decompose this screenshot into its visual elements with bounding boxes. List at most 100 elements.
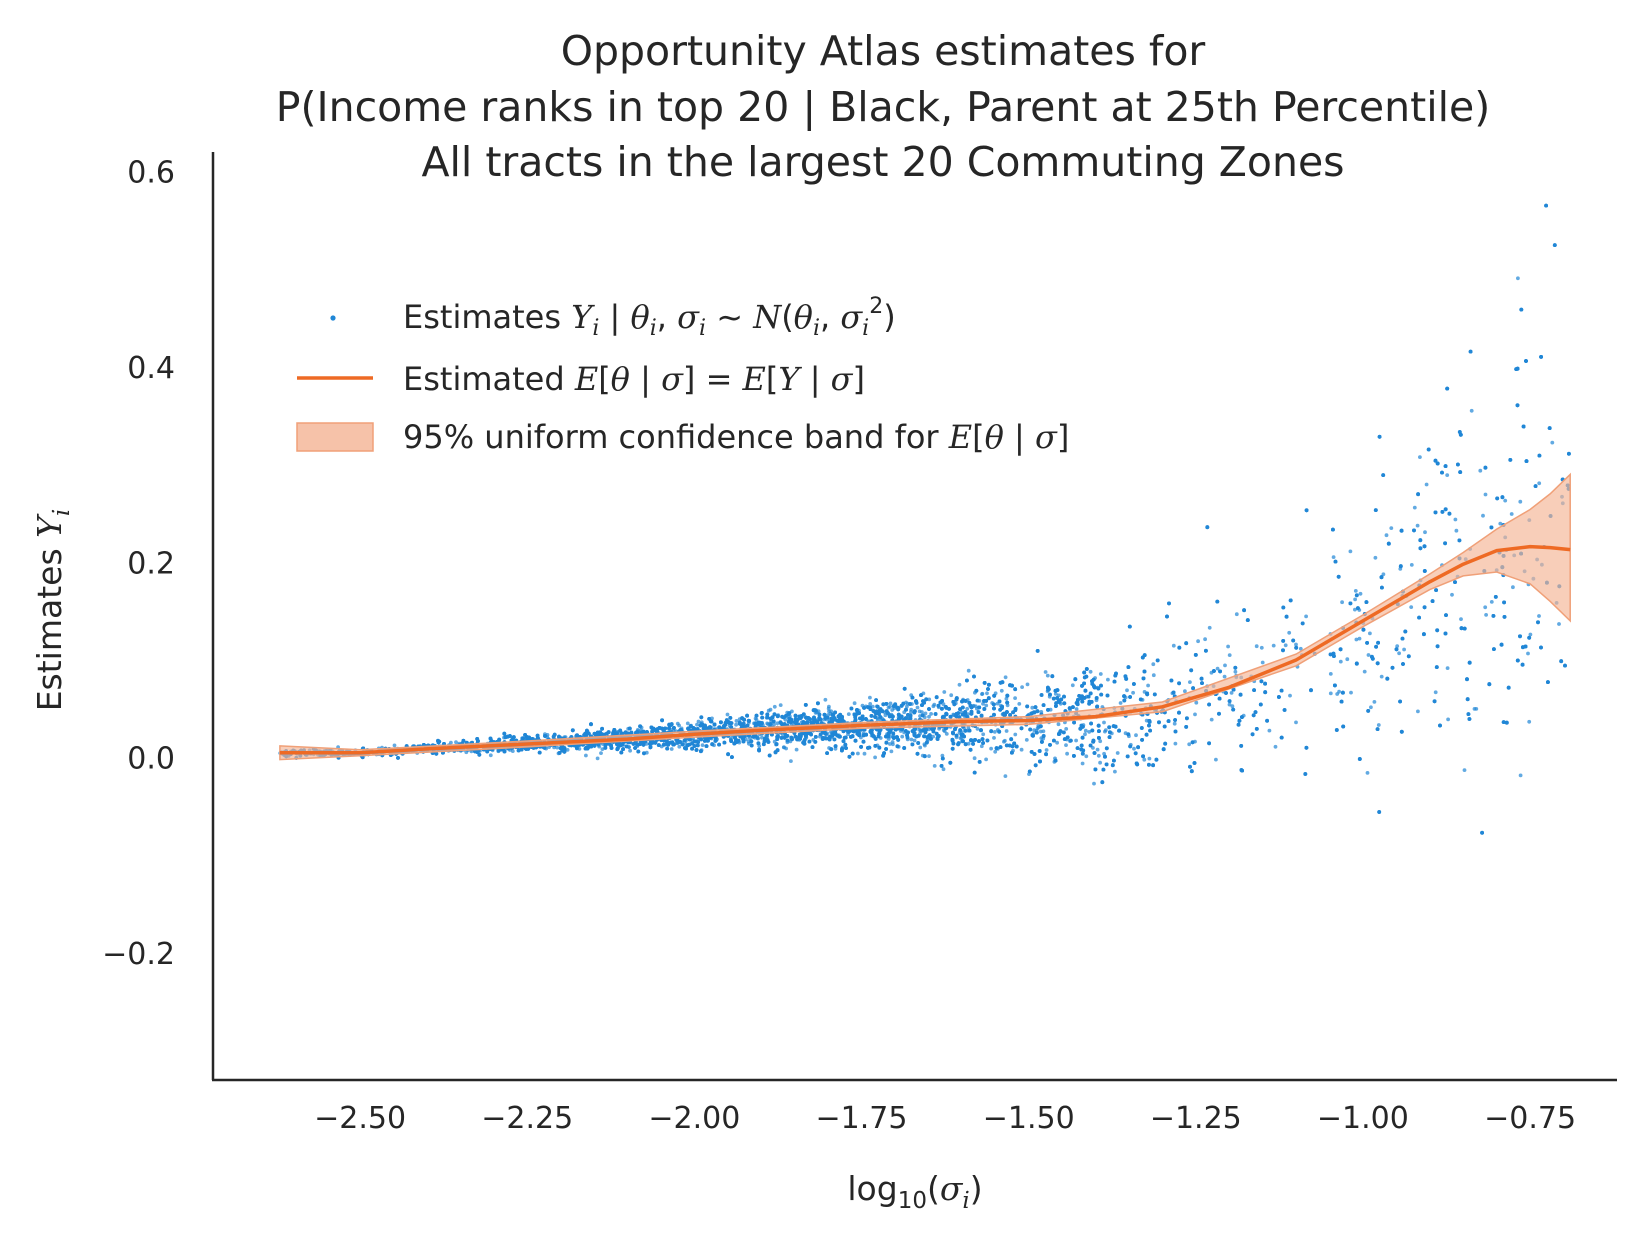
scatter-point bbox=[1478, 468, 1483, 473]
scatter-point bbox=[888, 701, 893, 706]
scatter-point bbox=[966, 741, 971, 746]
scatter-point bbox=[1550, 440, 1555, 445]
scatter-point bbox=[1234, 612, 1239, 617]
scatter-point bbox=[1064, 743, 1068, 747]
scatter-point bbox=[1484, 613, 1488, 617]
scatter-point bbox=[1489, 600, 1494, 604]
scatter-point bbox=[1194, 700, 1199, 705]
scatter-point bbox=[1020, 685, 1024, 689]
scatter-point bbox=[1511, 585, 1515, 590]
scatter-point bbox=[1064, 727, 1069, 731]
scatter-point bbox=[789, 759, 793, 763]
scatter-point bbox=[1088, 669, 1093, 674]
scatter-point bbox=[900, 734, 905, 739]
scatter-point bbox=[1294, 720, 1298, 725]
scatter-point bbox=[1146, 683, 1150, 688]
scatter-point bbox=[890, 740, 895, 744]
scatter-point bbox=[756, 736, 760, 741]
scatter-point bbox=[981, 732, 986, 737]
scatter-point bbox=[980, 691, 985, 696]
scatter-point bbox=[965, 706, 970, 711]
scatter-point bbox=[915, 705, 920, 710]
scatter-point bbox=[669, 747, 674, 751]
scatter-point bbox=[734, 722, 738, 727]
scatter-point bbox=[392, 743, 397, 748]
scatter-point bbox=[1481, 513, 1485, 518]
scatter-point bbox=[1070, 683, 1075, 688]
scatter-point bbox=[1453, 517, 1458, 522]
scatter-point bbox=[1044, 748, 1049, 752]
scatter-point bbox=[1131, 690, 1135, 695]
scatter-point bbox=[888, 742, 892, 746]
scatter-point bbox=[1083, 732, 1087, 737]
scatter-point bbox=[1423, 530, 1427, 535]
scatter-point bbox=[1287, 630, 1292, 635]
scatter-point bbox=[1395, 644, 1400, 648]
scatter-point bbox=[1193, 712, 1197, 717]
scatter-point bbox=[1017, 702, 1022, 706]
scatter-point bbox=[909, 737, 914, 742]
scatter-point bbox=[1080, 761, 1085, 766]
scatter-point bbox=[1474, 707, 1479, 711]
scatter-point bbox=[923, 711, 928, 716]
scatter-point bbox=[992, 736, 996, 740]
scatter-point bbox=[1056, 722, 1061, 727]
scatter-point bbox=[992, 730, 997, 734]
scatter-point bbox=[972, 756, 977, 761]
scatter-point bbox=[1416, 709, 1420, 714]
scatter-point bbox=[600, 747, 605, 751]
scatter-point bbox=[700, 743, 705, 747]
scatter-point bbox=[1013, 696, 1017, 700]
scatter-point bbox=[1102, 720, 1106, 725]
scatter-point bbox=[696, 719, 701, 724]
scatter-point bbox=[829, 730, 833, 734]
scatter-point bbox=[1409, 605, 1414, 609]
scatter-point bbox=[823, 697, 828, 702]
scatter-point bbox=[868, 702, 873, 706]
scatter-point bbox=[1084, 754, 1089, 759]
scatter-point bbox=[1454, 528, 1459, 533]
scatter-point bbox=[1227, 702, 1232, 707]
scatter-point bbox=[1092, 781, 1096, 786]
scatter-point bbox=[1209, 717, 1214, 722]
scatter-point bbox=[929, 712, 933, 716]
scatter-point bbox=[1397, 651, 1401, 656]
scatter-point bbox=[794, 747, 799, 752]
scatter-point bbox=[1230, 704, 1235, 709]
chart-title-line-3: All tracts in the largest 20 Commuting Z… bbox=[421, 138, 1344, 186]
scatter-point bbox=[1450, 592, 1454, 597]
scatter-point bbox=[1142, 757, 1147, 762]
scatter-point bbox=[1445, 473, 1450, 477]
scatter-point bbox=[1254, 644, 1259, 649]
scatter-point bbox=[775, 721, 780, 726]
scatter-point bbox=[932, 764, 937, 768]
scatter-point bbox=[1115, 751, 1120, 755]
scatter-point bbox=[1074, 738, 1078, 743]
scatter-point bbox=[1055, 740, 1059, 745]
scatter-point bbox=[734, 719, 739, 723]
scatter-point bbox=[1227, 653, 1232, 657]
scatter-point bbox=[599, 751, 603, 755]
scatter-point bbox=[1091, 746, 1095, 750]
scatter-point bbox=[1331, 555, 1336, 559]
scatter-point bbox=[772, 722, 776, 727]
scatter-point bbox=[1226, 644, 1230, 649]
scatter-point bbox=[1338, 659, 1343, 664]
scatter-point bbox=[1368, 631, 1372, 636]
scatter-point bbox=[1402, 647, 1406, 652]
scatter-point bbox=[1349, 690, 1353, 695]
scatter-point bbox=[1528, 632, 1533, 637]
scatter-point bbox=[1003, 675, 1008, 680]
scatter-point bbox=[1019, 747, 1024, 752]
scatter-point bbox=[1384, 533, 1389, 538]
scatter-point bbox=[1462, 768, 1467, 772]
scatter-point bbox=[1340, 600, 1344, 605]
scatter-point bbox=[975, 727, 980, 731]
scatter-point bbox=[1271, 643, 1276, 648]
scatter-point bbox=[942, 690, 947, 694]
scatter-point bbox=[1369, 705, 1373, 710]
scatter-point bbox=[1173, 741, 1178, 746]
scatter-point bbox=[1379, 674, 1384, 679]
scatter-point bbox=[1083, 728, 1088, 733]
scatter-point bbox=[917, 727, 922, 732]
